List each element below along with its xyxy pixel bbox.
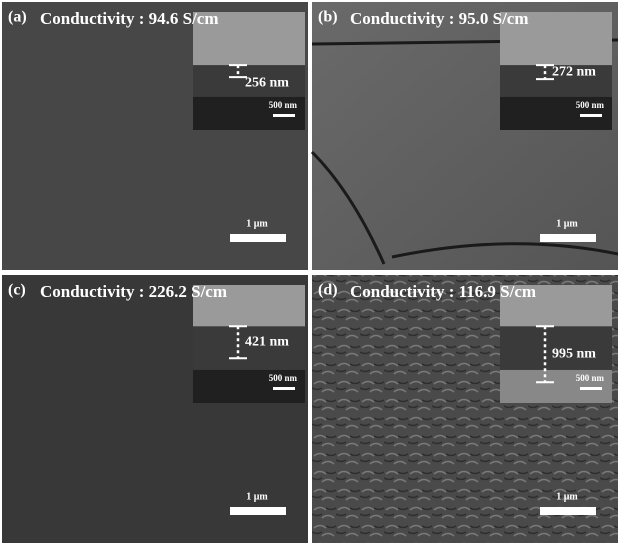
- inset-scale-bar: [273, 114, 295, 117]
- conductivity: Conductivity : 226.2 S/cm: [40, 282, 227, 301]
- inset-scale: 500 nm: [576, 100, 605, 110]
- thickness: 256 nm: [245, 75, 289, 90]
- panel: 256 nm 500 nm (a) Conductivity : 94.6 S/cm 1…: [2, 2, 308, 270]
- panel: 272 nm 500 nm (b) Conductivity : 95.0 S/cm 1…: [312, 2, 618, 270]
- inset-scale: 500 nm: [269, 373, 298, 383]
- panel-label: (b): [318, 9, 338, 26]
- inset-scale: 500 nm: [269, 100, 298, 110]
- panel-label: (d): [318, 282, 338, 299]
- inset-scale-bar: [273, 387, 295, 390]
- scale-label: 1 μm: [556, 491, 578, 502]
- scale-bar: [540, 507, 596, 515]
- scale-bar: [230, 234, 286, 242]
- thickness: 421 nm: [245, 335, 289, 350]
- scale-bar: [230, 507, 286, 515]
- conductivity: Conductivity : 116.9 S/cm: [350, 282, 536, 301]
- thickness: 995 nm: [552, 347, 596, 362]
- figure: 256 nm 500 nm (a) Conductivity : 94.6 S/cm 1…: [0, 0, 618, 547]
- conductivity: Conductivity : 95.0 S/cm: [350, 9, 529, 28]
- scale-label: 1 μm: [246, 491, 268, 502]
- scale-bar: [540, 234, 596, 242]
- panel: 995 nm 500 nm (d) Conductivity : 116.9 S/cm…: [312, 275, 618, 543]
- panel-label: (a): [8, 9, 27, 26]
- panel: 421 nm 500 nm (c) Conductivity : 226.2 S/cm…: [2, 275, 308, 543]
- panel-label: (c): [8, 282, 26, 299]
- scale-label: 1 μm: [556, 218, 578, 229]
- scale-label: 1 μm: [246, 218, 268, 229]
- conductivity: Conductivity : 94.6 S/cm: [40, 9, 219, 28]
- inset-scale-bar: [580, 387, 602, 390]
- inset-scale-bar: [580, 114, 602, 117]
- inset-scale: 500 nm: [576, 373, 605, 383]
- thickness: 272 nm: [552, 64, 596, 79]
